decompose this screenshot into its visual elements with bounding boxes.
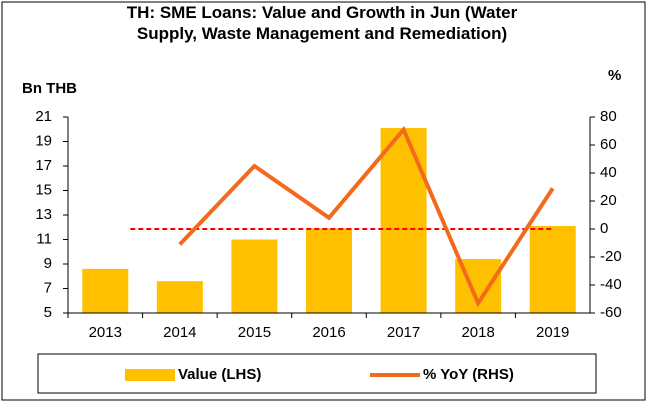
- legend-swatch: [125, 369, 175, 381]
- y-tick-label: 21: [35, 108, 52, 125]
- x-tick-label: 2014: [163, 324, 196, 341]
- y-tick-label: 9: [44, 255, 52, 272]
- bar: [306, 228, 352, 313]
- y-tick-label: 19: [35, 132, 52, 149]
- bar: [231, 239, 278, 313]
- x-tick-label: 2013: [89, 324, 122, 341]
- x-tick-label: 2017: [387, 324, 420, 341]
- y-axis-label: Bn THB: [22, 80, 77, 97]
- y2-tick-label: 40: [600, 164, 617, 181]
- y-tick-label: 17: [35, 157, 52, 174]
- x-tick-label: 2019: [536, 324, 569, 341]
- y2-tick-label: 60: [600, 136, 617, 153]
- y-tick-label: 7: [44, 279, 52, 296]
- line: [178, 125, 555, 308]
- y2-tick-label: -60: [600, 304, 622, 321]
- bar: [82, 268, 129, 313]
- bar: [156, 281, 203, 313]
- y2-tick-label: -40: [600, 276, 622, 293]
- legend-label: Value (LHS): [178, 366, 261, 383]
- y-tick-label: 15: [35, 181, 52, 198]
- legend-box: [37, 353, 597, 394]
- y2-axis-label: %: [608, 67, 621, 84]
- x-tick-label: 2018: [461, 324, 494, 341]
- legend-label: % YoY (RHS): [423, 366, 514, 383]
- y2-tick-label: -20: [600, 248, 622, 265]
- y-tick-label: 5: [44, 304, 52, 321]
- bar: [529, 226, 576, 313]
- y2-tick-label: 80: [600, 108, 617, 125]
- bar: [380, 128, 427, 313]
- x-tick-label: 2016: [312, 324, 345, 341]
- y-tick-label: 13: [35, 206, 52, 223]
- chart-title: TH: SME Loans: Value and Growth in Jun (…: [126, 3, 518, 43]
- x-tick-label: 2015: [238, 324, 271, 341]
- y2-tick-label: 20: [600, 192, 617, 209]
- y-tick-label: 11: [36, 230, 52, 247]
- y2-tick-label: 0: [600, 220, 608, 237]
